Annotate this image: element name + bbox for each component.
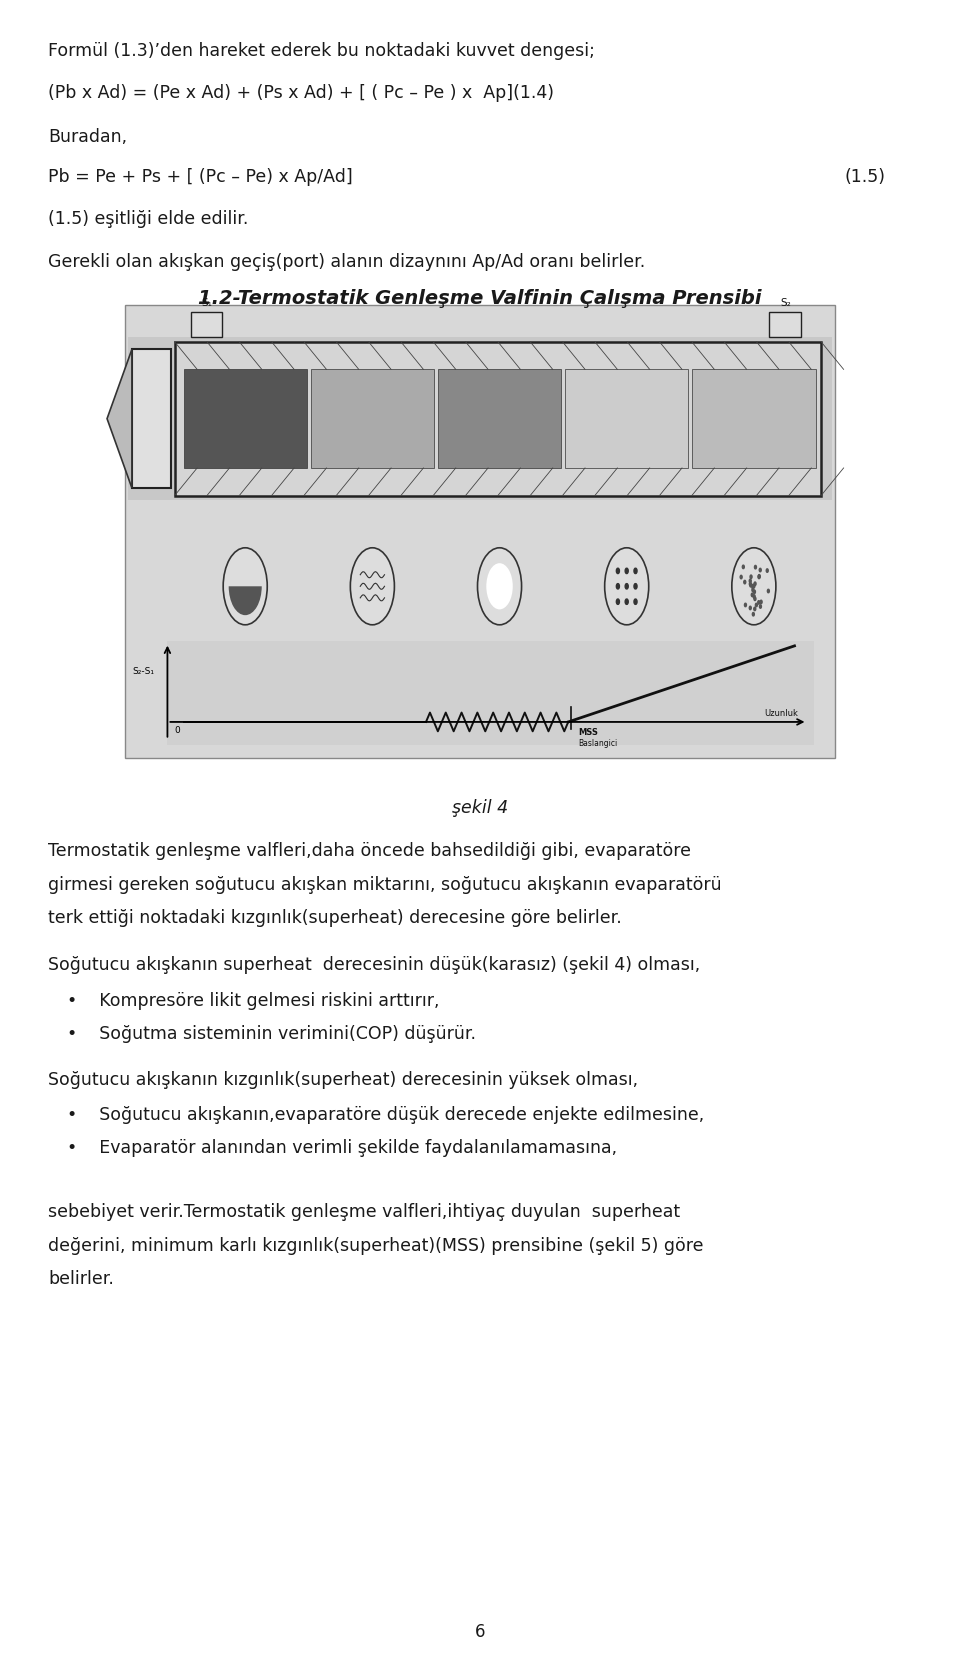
- Text: •    Soğutucu akışkanın,evaparatöre düşük derecede enjekte edilmesine,: • Soğutucu akışkanın,evaparatöre düşük d…: [67, 1106, 705, 1124]
- Text: Soğutucu akışkanın superheat  derecesinin düşük(karasız) (şekil 4) olması,: Soğutucu akışkanın superheat derecesinin…: [48, 956, 700, 975]
- Circle shape: [477, 547, 521, 624]
- FancyBboxPatch shape: [132, 349, 171, 488]
- Text: sebebiyet verir.Termostatik genleşme valfleri,ihtiyaç duyulan  superheat: sebebiyet verir.Termostatik genleşme val…: [48, 1203, 680, 1222]
- Text: (Pb x Ad) = (Pe x Ad) + (Ps x Ad) + [ ( Pc – Pe ) x  Ap](1.4): (Pb x Ad) = (Pe x Ad) + (Ps x Ad) + [ ( …: [48, 84, 554, 102]
- Circle shape: [755, 565, 756, 569]
- Circle shape: [753, 584, 755, 587]
- FancyBboxPatch shape: [770, 312, 802, 337]
- Text: S₂: S₂: [780, 297, 791, 307]
- Circle shape: [634, 584, 637, 589]
- Text: •    Soğutma sisteminin verimini(COP) düşürür.: • Soğutma sisteminin verimini(COP) düşür…: [67, 1025, 476, 1044]
- Circle shape: [223, 547, 267, 624]
- Text: Buradan,: Buradan,: [48, 128, 127, 146]
- Text: S₁: S₁: [201, 297, 212, 307]
- Circle shape: [625, 569, 628, 574]
- Circle shape: [634, 599, 637, 604]
- Circle shape: [750, 576, 752, 579]
- Circle shape: [754, 582, 756, 586]
- Circle shape: [740, 576, 742, 579]
- Circle shape: [616, 569, 619, 574]
- Circle shape: [758, 576, 760, 579]
- Circle shape: [742, 565, 744, 569]
- Text: şekil 4: şekil 4: [452, 799, 508, 817]
- FancyBboxPatch shape: [129, 337, 831, 500]
- Text: Gerekli olan akışkan geçiş(port) alanın dizaynını Ap/Ad oranı belirler.: Gerekli olan akışkan geçiş(port) alanın …: [48, 253, 645, 272]
- FancyBboxPatch shape: [565, 369, 688, 468]
- Circle shape: [753, 612, 755, 616]
- Wedge shape: [228, 586, 262, 616]
- Circle shape: [750, 606, 752, 609]
- FancyBboxPatch shape: [183, 369, 307, 468]
- Circle shape: [754, 597, 756, 601]
- Circle shape: [752, 592, 754, 597]
- FancyBboxPatch shape: [692, 369, 815, 468]
- Circle shape: [766, 569, 768, 572]
- Text: Soğutucu akışkanın kızgınlık(superheat) derecesinin yüksek olması,: Soğutucu akışkanın kızgınlık(superheat) …: [48, 1071, 638, 1089]
- Text: 6: 6: [475, 1623, 485, 1641]
- Circle shape: [487, 564, 513, 609]
- Circle shape: [759, 569, 761, 572]
- Circle shape: [752, 584, 755, 587]
- Circle shape: [732, 547, 776, 624]
- Text: •    Evaparatör alanından verimli şekilde faydalanılamamasına,: • Evaparatör alanından verimli şekilde f…: [67, 1139, 617, 1158]
- FancyBboxPatch shape: [125, 305, 835, 758]
- Circle shape: [756, 604, 757, 607]
- FancyBboxPatch shape: [190, 312, 223, 337]
- Circle shape: [744, 581, 746, 584]
- Circle shape: [616, 599, 619, 604]
- Text: Formül (1.3)’den hareket ederek bu noktadaki kuvvet dengesi;: Formül (1.3)’den hareket ederek bu nokta…: [48, 42, 595, 60]
- Circle shape: [754, 594, 756, 599]
- Circle shape: [634, 569, 637, 574]
- FancyBboxPatch shape: [311, 369, 434, 468]
- Text: belirler.: belirler.: [48, 1270, 114, 1289]
- Circle shape: [625, 584, 628, 589]
- Text: terk ettiği noktadaki kızgınlık(superheat) derecesine göre belirler.: terk ettiği noktadaki kızgınlık(superhea…: [48, 909, 622, 928]
- Circle shape: [767, 589, 769, 592]
- Circle shape: [625, 599, 628, 604]
- Circle shape: [350, 547, 395, 624]
- Text: Pb = Pe + Ps + [ (Pc – Pe) x Ap/Ad]: Pb = Pe + Ps + [ (Pc – Pe) x Ap/Ad]: [48, 168, 352, 186]
- Circle shape: [605, 547, 649, 624]
- Text: S₂-S₁: S₂-S₁: [132, 668, 155, 676]
- Text: 0: 0: [175, 727, 180, 735]
- Text: Termostatik genleşme valfleri,daha öncede bahsedildiği gibi, evaparatöre: Termostatik genleşme valfleri,daha önced…: [48, 842, 691, 861]
- Circle shape: [616, 584, 619, 589]
- Circle shape: [754, 607, 756, 611]
- Circle shape: [754, 591, 756, 594]
- Text: (1.5): (1.5): [845, 168, 886, 186]
- Text: Baslangici: Baslangici: [578, 738, 617, 748]
- FancyBboxPatch shape: [175, 342, 821, 495]
- Circle shape: [744, 602, 747, 607]
- Text: (1.5) eşitliği elde edilir.: (1.5) eşitliği elde edilir.: [48, 210, 249, 228]
- Circle shape: [750, 582, 752, 586]
- Circle shape: [752, 589, 754, 592]
- Polygon shape: [107, 349, 132, 488]
- Text: girmesi gereken soğutucu akışkan miktarını, soğutucu akışkanın evaparatörü: girmesi gereken soğutucu akışkan miktarı…: [48, 876, 722, 894]
- Circle shape: [752, 586, 754, 589]
- Text: •    Kompresöre likit gelmesi riskini arttırır,: • Kompresöre likit gelmesi riskini arttı…: [67, 992, 440, 1010]
- Text: 1.2-Termostatik Genleşme Valfinin Çalışma Prensibi: 1.2-Termostatik Genleşme Valfinin Çalışm…: [199, 289, 761, 307]
- FancyBboxPatch shape: [167, 641, 814, 745]
- FancyBboxPatch shape: [438, 369, 562, 468]
- Circle shape: [750, 584, 752, 587]
- Circle shape: [757, 601, 759, 604]
- Circle shape: [758, 574, 760, 577]
- Text: MSS: MSS: [578, 728, 598, 737]
- Text: değerini, minimum karlı kızgınlık(superheat)(MSS) prensibine (şekil 5) göre: değerini, minimum karlı kızgınlık(superh…: [48, 1237, 704, 1255]
- Text: Uzunluk: Uzunluk: [764, 708, 798, 718]
- Circle shape: [759, 604, 761, 607]
- Circle shape: [760, 601, 762, 604]
- Circle shape: [749, 579, 752, 582]
